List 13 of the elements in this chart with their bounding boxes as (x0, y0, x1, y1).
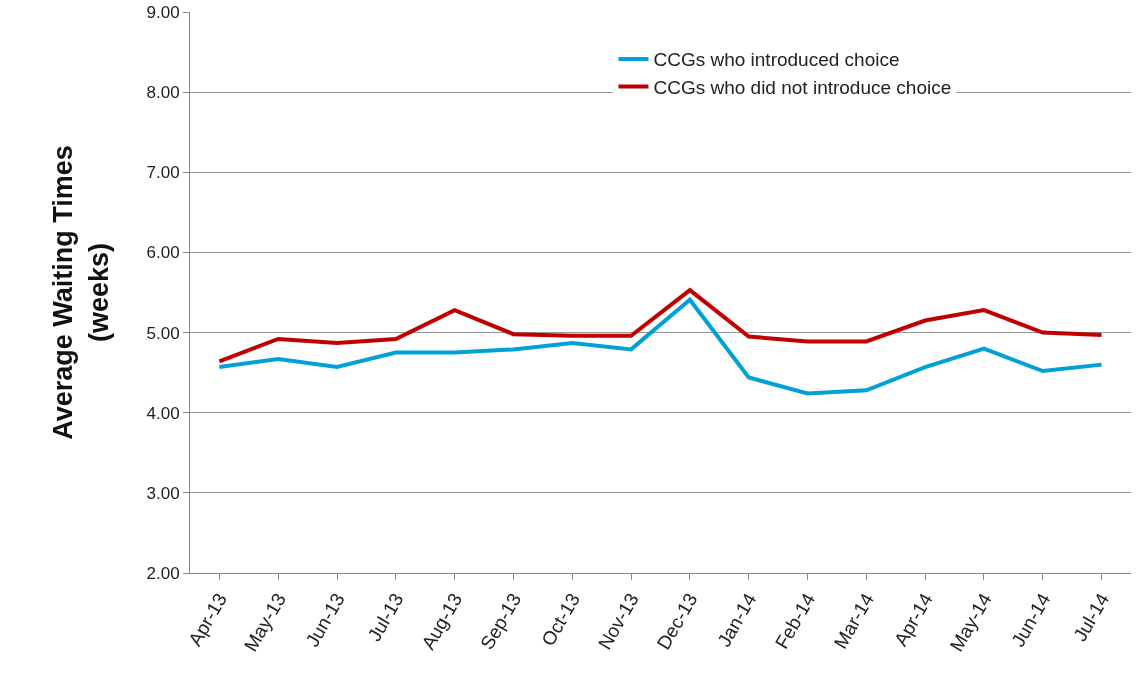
y-tick-label: 9.00 (146, 2, 180, 22)
legend-label: CCGs who introduced choice (653, 49, 900, 71)
y-tick-label: 7.00 (146, 163, 180, 183)
legend-label: CCGs who did not introduce choice (653, 77, 952, 99)
y-tick-label: 6.00 (146, 243, 180, 263)
line-series (217, 297, 1104, 396)
y-tick-label: 2.00 (146, 563, 180, 583)
y-axis-title: Average Waiting Times (weeks) (48, 145, 114, 440)
y-tick-label: 3.00 (146, 483, 180, 503)
y-tick-label: 5.00 (146, 323, 180, 343)
y-tick-label: 8.00 (146, 83, 180, 103)
line-series (217, 288, 1104, 364)
y-tick-label: 4.00 (146, 403, 180, 423)
